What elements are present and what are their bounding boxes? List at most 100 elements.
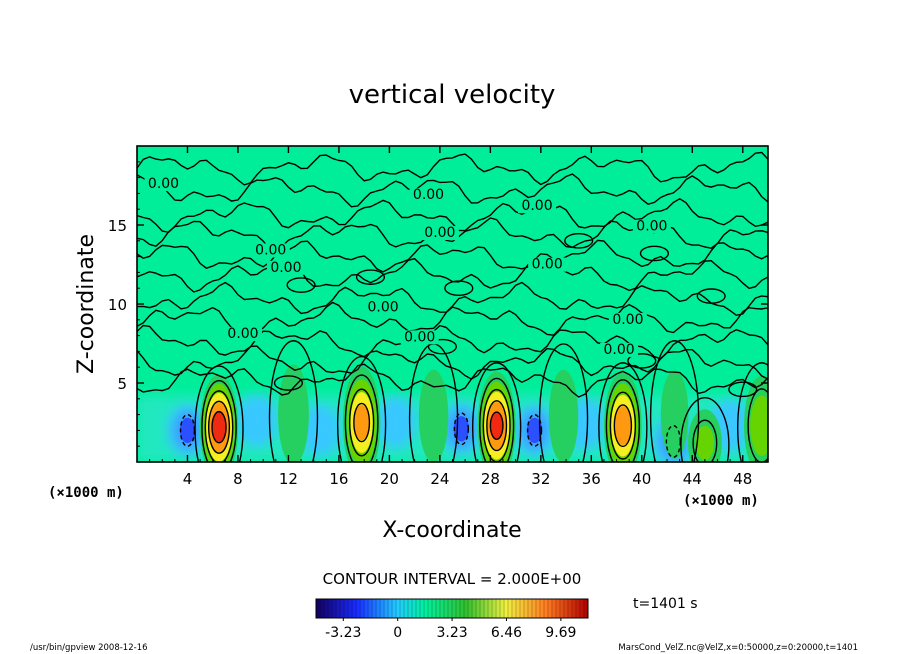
contour-label: 0.00 (148, 176, 179, 192)
contour-label: 0.00 (404, 329, 435, 345)
small-contour (286, 277, 316, 293)
y-tick-label: 15 (108, 217, 127, 235)
x-axis-ticks: 4 8 12 16 20 24 28 32 36 40 44 48 (149, 146, 756, 488)
downdraft-cell (514, 405, 555, 456)
zero-contour-wave (137, 281, 768, 317)
chart-title: vertical velocity (349, 80, 556, 110)
x-tick-label: 4 (183, 470, 193, 488)
colorbar-tick-label: 6.46 (491, 625, 522, 641)
contour-label: 0.00 (270, 260, 301, 276)
zero-contour-wave (137, 239, 768, 273)
negative-contour (526, 413, 543, 447)
colorbar-tick-label: 3.23 (436, 625, 467, 641)
x-axis-label: X-coordinate (382, 518, 521, 543)
contour-label-bg (224, 327, 263, 342)
updraft-contour (201, 379, 237, 462)
contour-label: 0.00 (636, 219, 667, 235)
colorbar-tick-label: 0 (393, 625, 402, 641)
updraft-contour (489, 411, 504, 440)
y-axis-ticks: 5 10 15 (108, 161, 768, 447)
updraft-contour (605, 379, 641, 462)
x-tick-label: 32 (531, 470, 550, 488)
contour-label-bg (518, 199, 557, 214)
zero-contour-updraft (649, 340, 700, 462)
updraft-level (695, 425, 715, 461)
contour-label-bg (251, 243, 290, 258)
small-contour (273, 375, 304, 391)
updraft-level (490, 412, 503, 440)
zero-contour-wave (137, 173, 768, 208)
x-tick-label: 36 (582, 470, 601, 488)
zero-contour-updraft (268, 340, 319, 462)
x-tick-label: 20 (380, 470, 399, 488)
updraft-contour (204, 390, 234, 462)
contour-label: 0.00 (413, 187, 444, 203)
x-tick-label: 44 (683, 470, 702, 488)
contour-label-bg (364, 300, 403, 315)
updraft-contour (479, 377, 515, 462)
contour-label: 0.00 (532, 257, 563, 273)
small-contour (639, 245, 670, 262)
downdraft-mid (244, 401, 270, 440)
contour-label-bg (409, 188, 448, 203)
contour-label-bg (144, 177, 183, 192)
small-contour (355, 269, 386, 285)
time-text: t=1401 s (633, 596, 698, 612)
contour-label: 0.00 (255, 242, 286, 258)
zero-contour-updraft (336, 355, 387, 462)
negative-contour (179, 413, 196, 447)
updraft-contour (747, 388, 768, 462)
updraft-contour (348, 388, 375, 457)
updraft-level (753, 405, 768, 447)
downdraft-mid (307, 411, 333, 450)
y-axis-label: Z-coordinate (74, 234, 99, 374)
updraft-contour (486, 400, 508, 452)
downdraft-mid (572, 405, 598, 444)
zero-contour-wave (137, 363, 768, 398)
updraft-cell (342, 366, 381, 462)
contour-label-bg (600, 342, 639, 357)
contour-label-bg (400, 330, 439, 345)
updraft-contour (692, 419, 718, 462)
updraft-level (354, 404, 369, 441)
colorbar-tick-label: -3.23 (325, 625, 361, 641)
updraft-level (616, 411, 630, 440)
x-tick-label: 8 (233, 470, 243, 488)
footer-left: /usr/bin/gpview 2008-12-16 (30, 643, 148, 653)
small-contour (444, 280, 474, 297)
updraft-level (283, 386, 304, 443)
x-tick-label: 40 (632, 470, 651, 488)
contour-lines (137, 151, 768, 462)
downdraft-cell (299, 405, 341, 456)
colorbar-level-lines (319, 599, 585, 618)
updraft-contour (353, 402, 371, 443)
small-contour (427, 338, 457, 355)
zero-contour-wave (137, 197, 768, 234)
contour-label: 0.00 (227, 326, 258, 342)
updraft-level (213, 416, 225, 439)
x-tick-label: 48 (733, 470, 752, 488)
contour-interval-text: CONTOUR INTERVAL = 2.000E+00 (323, 570, 582, 588)
downdraft-core (526, 417, 543, 444)
x-tick-label: 28 (481, 470, 500, 488)
x-tick-label: 12 (279, 470, 298, 488)
downdraft-cell (167, 405, 208, 456)
negative-contour (453, 412, 469, 446)
downdraft-core (179, 417, 196, 444)
zero-contour-updraft (538, 343, 589, 462)
x-unit-label-right: (×1000 m) (683, 493, 759, 509)
negative-contour (665, 424, 681, 458)
contour-label: 0.00 (424, 225, 455, 241)
updraft-level (548, 369, 579, 462)
small-contour (728, 381, 758, 398)
downdraft-cell (236, 395, 278, 447)
contour-label: 0.00 (612, 312, 643, 328)
contour-label: 0.00 (368, 299, 399, 315)
downdraft-mid (383, 403, 409, 442)
updraft-level (660, 370, 689, 459)
small-contour (564, 232, 594, 249)
updraft-contour (344, 374, 379, 462)
updraft-contour (613, 404, 633, 448)
updraft-cell (660, 370, 689, 459)
